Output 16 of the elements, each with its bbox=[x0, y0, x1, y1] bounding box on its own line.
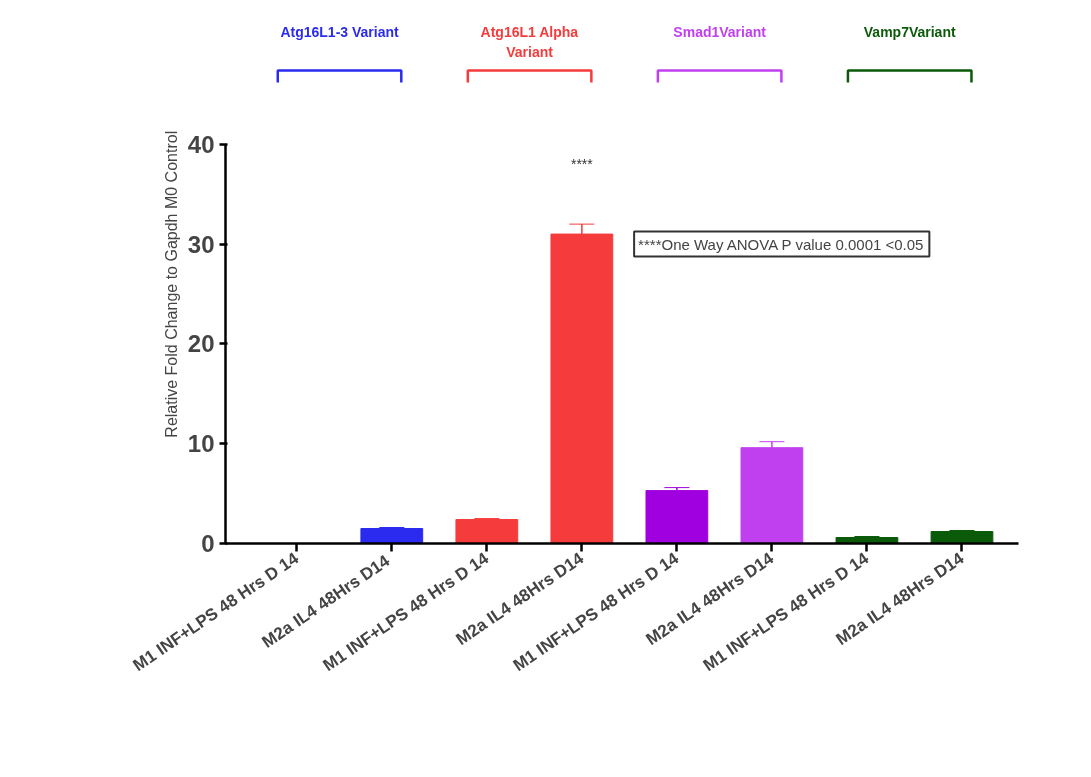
y-tick-label: 20 bbox=[187, 330, 215, 358]
y-axis-title: Relative Fold Change to Gapdh M0 Control bbox=[162, 130, 180, 438]
text: Vamp7Variant bbox=[863, 24, 956, 41]
bar bbox=[645, 490, 709, 544]
y-tick-label: 0 bbox=[201, 530, 215, 557]
text: Atg16L1-3 Variant bbox=[280, 24, 399, 41]
annotation: **** bbox=[570, 156, 594, 173]
text: Atg16L1 Alpha Variant bbox=[480, 24, 579, 60]
bar bbox=[455, 519, 519, 544]
text: Smad1Variant bbox=[673, 24, 767, 41]
bar bbox=[930, 531, 994, 544]
y-tick-label: 30 bbox=[187, 230, 215, 258]
y-tick-label: 40 bbox=[187, 130, 215, 158]
bar bbox=[360, 528, 424, 544]
y-tick-label: 10 bbox=[187, 430, 215, 458]
annotation: ****One Way ANOVA P value 0.0001 <0.05 bbox=[638, 235, 924, 253]
